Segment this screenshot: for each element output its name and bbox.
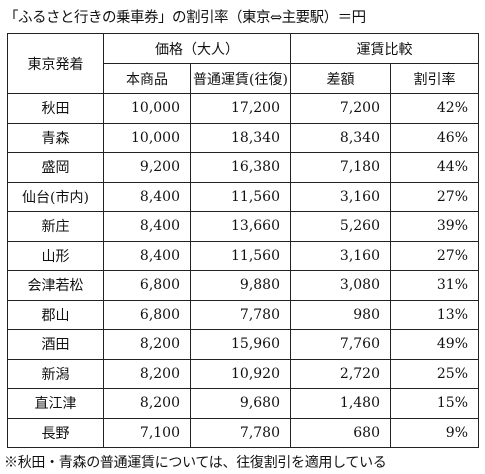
value-cell: 46% xyxy=(390,122,479,153)
value-cell: 7,100 xyxy=(103,417,191,448)
station-cell: 酒田 xyxy=(7,329,104,360)
table-row: 郡山 6,800 7,780 980 13% xyxy=(7,299,479,330)
value-cell: 680 xyxy=(290,417,391,448)
value-cell: 18,340 xyxy=(190,122,291,153)
value-cell: 10,920 xyxy=(190,358,291,389)
value-cell: 10,000 xyxy=(103,93,191,124)
footnote: ※秋田・青森の普通運賃については、往復割引を適用している xyxy=(4,455,387,471)
table-row: 新庄 8,400 13,660 5,260 39% xyxy=(7,211,479,242)
value-cell: 16,380 xyxy=(190,152,291,183)
value-cell: 3,160 xyxy=(290,181,391,212)
value-cell: 7,180 xyxy=(290,152,391,183)
header-cell: 本商品 xyxy=(103,63,191,94)
station-cell: 新潟 xyxy=(7,358,104,389)
station-cell: 長野 xyxy=(7,417,104,448)
header-cell: 東京発着 xyxy=(7,33,104,94)
value-cell: 10,000 xyxy=(103,122,191,153)
value-cell: 13,660 xyxy=(190,211,291,242)
table-row: 長野 7,100 7,780 680 9% xyxy=(7,417,479,448)
value-cell: 49% xyxy=(390,329,479,360)
value-cell: 9,680 xyxy=(190,388,291,419)
table-row: 山形 8,400 11,560 3,160 27% xyxy=(7,240,479,271)
value-cell: 5,260 xyxy=(290,211,391,242)
value-cell: 3,080 xyxy=(290,270,391,301)
header-row: 東京発着 価格（大人） 運賃比較 xyxy=(7,33,479,94)
value-cell: 8,200 xyxy=(103,329,191,360)
station-cell: 山形 xyxy=(7,240,104,271)
header-cell: 運賃比較 xyxy=(290,33,479,64)
fare-table: 東京発着 価格（大人） 運賃比較 本商品 普通運賃(往復) 差額 割引率 秋田 1… xyxy=(7,33,479,448)
value-cell: 8,200 xyxy=(103,388,191,419)
value-cell: 9,200 xyxy=(103,152,191,183)
station-cell: 盛岡 xyxy=(7,152,104,183)
title: 「ふるさと行きの乗車券」の割引率（東京⇔主要駅）＝円 xyxy=(4,10,366,26)
value-cell: 7,780 xyxy=(190,417,291,448)
value-cell: 9% xyxy=(390,417,479,448)
value-cell: 8,400 xyxy=(103,211,191,242)
station-cell: 新庄 xyxy=(7,211,104,242)
value-cell: 15,960 xyxy=(190,329,291,360)
table-row: 新潟 8,200 10,920 2,720 25% xyxy=(7,358,479,389)
value-cell: 2,720 xyxy=(290,358,391,389)
value-cell: 39% xyxy=(390,211,479,242)
table-row: 酒田 8,200 15,960 7,760 49% xyxy=(7,329,479,360)
table-row: 秋田 10,000 17,200 7,200 42% xyxy=(7,93,479,124)
value-cell: 25% xyxy=(390,358,479,389)
table-row: 仙台(市内) 8,400 11,560 3,160 27% xyxy=(7,181,479,212)
value-cell: 6,800 xyxy=(103,299,191,330)
table-row: 盛岡 9,200 16,380 7,180 44% xyxy=(7,152,479,183)
value-cell: 27% xyxy=(390,181,479,212)
value-cell: 7,200 xyxy=(290,93,391,124)
table-header: 東京発着 価格（大人） 運賃比較 本商品 普通運賃(往復) 差額 割引率 xyxy=(7,33,479,94)
value-cell: 17,200 xyxy=(190,93,291,124)
value-cell: 27% xyxy=(390,240,479,271)
station-cell: 直江津 xyxy=(7,388,104,419)
value-cell: 8,340 xyxy=(290,122,391,153)
station-cell: 青森 xyxy=(7,122,104,153)
header-cell: 割引率 xyxy=(390,63,479,94)
value-cell: 11,560 xyxy=(190,240,291,271)
header-row: 本商品 普通運賃(往復) 差額 割引率 xyxy=(8,63,479,94)
station-cell: 仙台(市内) xyxy=(7,181,104,212)
table-row: 青森 10,000 18,340 8,340 46% xyxy=(7,122,479,153)
value-cell: 11,560 xyxy=(190,181,291,212)
value-cell: 31% xyxy=(390,270,479,301)
value-cell: 6,800 xyxy=(103,270,191,301)
value-cell: 8,200 xyxy=(103,358,191,389)
value-cell: 7,760 xyxy=(290,329,391,360)
value-cell: 8,400 xyxy=(103,240,191,271)
header-cell: 普通運賃(往復) xyxy=(190,63,291,94)
value-cell: 8,400 xyxy=(103,181,191,212)
table-row: 直江津 8,200 9,680 1,480 15% xyxy=(7,388,479,419)
value-cell: 42% xyxy=(390,93,479,124)
value-cell: 1,480 xyxy=(290,388,391,419)
table-row: 会津若松 6,800 9,880 3,080 31% xyxy=(7,270,479,301)
value-cell: 15% xyxy=(390,388,479,419)
value-cell: 980 xyxy=(290,299,391,330)
value-cell: 3,160 xyxy=(290,240,391,271)
station-cell: 会津若松 xyxy=(7,270,104,301)
header-cell: 価格（大人） xyxy=(103,33,291,64)
station-cell: 秋田 xyxy=(7,93,104,124)
station-cell: 郡山 xyxy=(7,299,104,330)
header-cell: 差額 xyxy=(290,63,391,94)
value-cell: 9,880 xyxy=(190,270,291,301)
table-body: 秋田 10,000 17,200 7,200 42% 青森 10,000 18,340 8,34… xyxy=(7,93,479,448)
value-cell: 13% xyxy=(390,299,479,330)
value-cell: 7,780 xyxy=(190,299,291,330)
value-cell: 44% xyxy=(390,152,479,183)
